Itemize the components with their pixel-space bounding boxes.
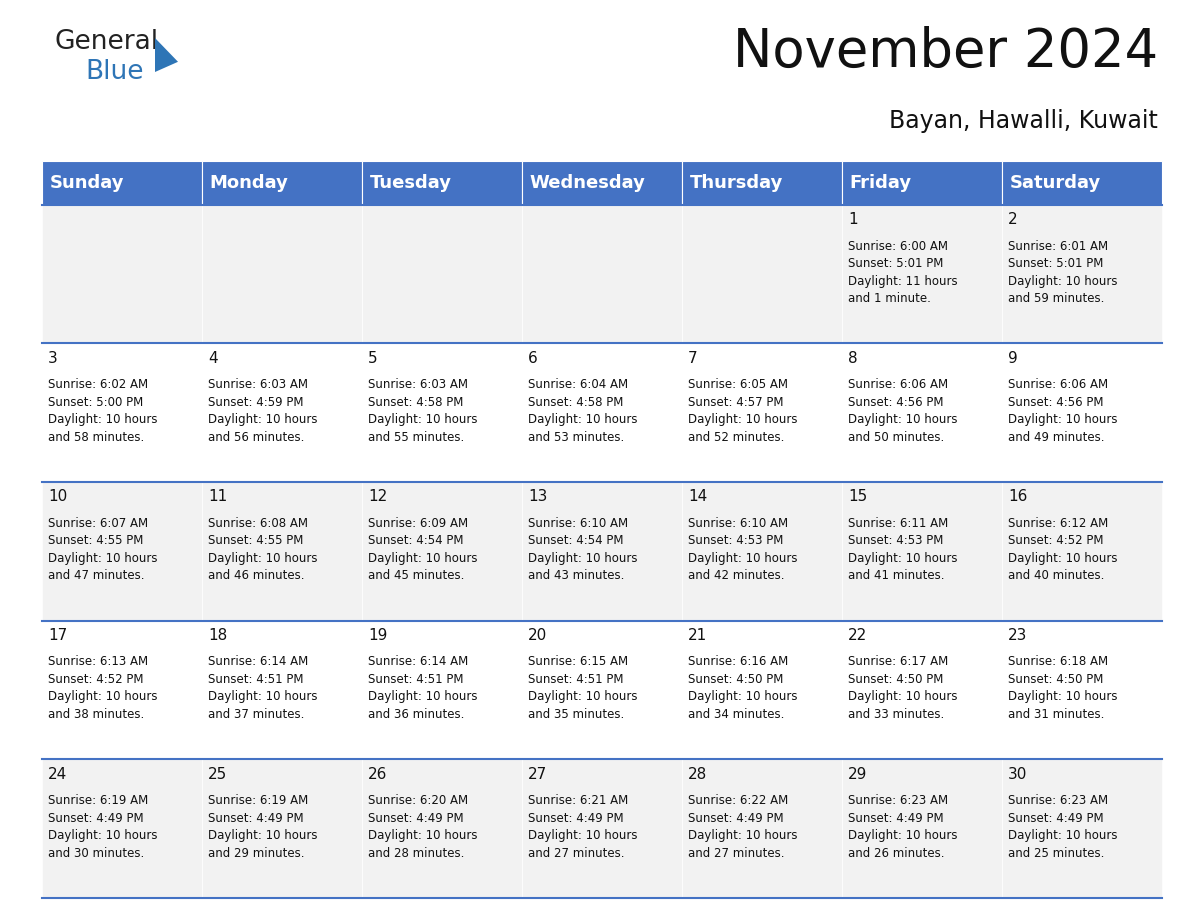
Text: 5: 5	[368, 351, 378, 365]
Text: Sunrise: 6:00 AM
Sunset: 5:01 PM
Daylight: 11 hours
and 1 minute.: Sunrise: 6:00 AM Sunset: 5:01 PM Dayligh…	[848, 240, 958, 305]
Text: Sunrise: 6:14 AM
Sunset: 4:51 PM
Daylight: 10 hours
and 37 minutes.: Sunrise: 6:14 AM Sunset: 4:51 PM Dayligh…	[208, 655, 317, 721]
Text: Sunrise: 6:09 AM
Sunset: 4:54 PM
Daylight: 10 hours
and 45 minutes.: Sunrise: 6:09 AM Sunset: 4:54 PM Dayligh…	[368, 517, 478, 582]
Text: Sunrise: 6:23 AM
Sunset: 4:49 PM
Daylight: 10 hours
and 26 minutes.: Sunrise: 6:23 AM Sunset: 4:49 PM Dayligh…	[848, 794, 958, 859]
Text: 27: 27	[529, 767, 548, 781]
Text: Tuesday: Tuesday	[369, 174, 451, 192]
Text: General: General	[55, 29, 159, 55]
Polygon shape	[154, 38, 178, 72]
Text: 25: 25	[208, 767, 227, 781]
Text: 23: 23	[1009, 628, 1028, 643]
Text: Bayan, Hawalli, Kuwait: Bayan, Hawalli, Kuwait	[890, 109, 1158, 133]
Text: Sunrise: 6:05 AM
Sunset: 4:57 PM
Daylight: 10 hours
and 52 minutes.: Sunrise: 6:05 AM Sunset: 4:57 PM Dayligh…	[688, 378, 797, 443]
Text: Sunrise: 6:13 AM
Sunset: 4:52 PM
Daylight: 10 hours
and 38 minutes.: Sunrise: 6:13 AM Sunset: 4:52 PM Dayligh…	[48, 655, 158, 721]
Text: Sunrise: 6:03 AM
Sunset: 4:59 PM
Daylight: 10 hours
and 56 minutes.: Sunrise: 6:03 AM Sunset: 4:59 PM Dayligh…	[208, 378, 317, 443]
Text: Sunrise: 6:19 AM
Sunset: 4:49 PM
Daylight: 10 hours
and 30 minutes.: Sunrise: 6:19 AM Sunset: 4:49 PM Dayligh…	[48, 794, 158, 859]
Text: November 2024: November 2024	[733, 26, 1158, 78]
Text: 8: 8	[848, 351, 858, 365]
Text: Thursday: Thursday	[690, 174, 783, 192]
Text: Friday: Friday	[849, 174, 912, 192]
Text: Sunrise: 6:14 AM
Sunset: 4:51 PM
Daylight: 10 hours
and 36 minutes.: Sunrise: 6:14 AM Sunset: 4:51 PM Dayligh…	[368, 655, 478, 721]
Text: Sunday: Sunday	[50, 174, 124, 192]
Text: Sunrise: 6:23 AM
Sunset: 4:49 PM
Daylight: 10 hours
and 25 minutes.: Sunrise: 6:23 AM Sunset: 4:49 PM Dayligh…	[1009, 794, 1118, 859]
Text: Sunrise: 6:03 AM
Sunset: 4:58 PM
Daylight: 10 hours
and 55 minutes.: Sunrise: 6:03 AM Sunset: 4:58 PM Dayligh…	[368, 378, 478, 443]
Text: Sunrise: 6:15 AM
Sunset: 4:51 PM
Daylight: 10 hours
and 35 minutes.: Sunrise: 6:15 AM Sunset: 4:51 PM Dayligh…	[529, 655, 638, 721]
Text: 9: 9	[1009, 351, 1018, 365]
Text: 7: 7	[688, 351, 697, 365]
Text: Sunrise: 6:02 AM
Sunset: 5:00 PM
Daylight: 10 hours
and 58 minutes.: Sunrise: 6:02 AM Sunset: 5:00 PM Dayligh…	[48, 378, 158, 443]
Text: Sunrise: 6:12 AM
Sunset: 4:52 PM
Daylight: 10 hours
and 40 minutes.: Sunrise: 6:12 AM Sunset: 4:52 PM Dayligh…	[1009, 517, 1118, 582]
Text: 11: 11	[208, 489, 227, 504]
Text: 19: 19	[368, 628, 387, 643]
Text: 30: 30	[1009, 767, 1028, 781]
Text: 15: 15	[848, 489, 867, 504]
Text: Sunrise: 6:20 AM
Sunset: 4:49 PM
Daylight: 10 hours
and 28 minutes.: Sunrise: 6:20 AM Sunset: 4:49 PM Dayligh…	[368, 794, 478, 859]
Text: Sunrise: 6:18 AM
Sunset: 4:50 PM
Daylight: 10 hours
and 31 minutes.: Sunrise: 6:18 AM Sunset: 4:50 PM Dayligh…	[1009, 655, 1118, 721]
Text: 6: 6	[529, 351, 538, 365]
Text: Sunrise: 6:22 AM
Sunset: 4:49 PM
Daylight: 10 hours
and 27 minutes.: Sunrise: 6:22 AM Sunset: 4:49 PM Dayligh…	[688, 794, 797, 859]
Text: Sunrise: 6:07 AM
Sunset: 4:55 PM
Daylight: 10 hours
and 47 minutes.: Sunrise: 6:07 AM Sunset: 4:55 PM Dayligh…	[48, 517, 158, 582]
Text: 18: 18	[208, 628, 227, 643]
Text: 14: 14	[688, 489, 707, 504]
Text: 16: 16	[1009, 489, 1028, 504]
Text: 28: 28	[688, 767, 707, 781]
Text: Sunrise: 6:10 AM
Sunset: 4:54 PM
Daylight: 10 hours
and 43 minutes.: Sunrise: 6:10 AM Sunset: 4:54 PM Dayligh…	[529, 517, 638, 582]
Text: 12: 12	[368, 489, 387, 504]
Text: Sunrise: 6:08 AM
Sunset: 4:55 PM
Daylight: 10 hours
and 46 minutes.: Sunrise: 6:08 AM Sunset: 4:55 PM Dayligh…	[208, 517, 317, 582]
Text: Sunrise: 6:04 AM
Sunset: 4:58 PM
Daylight: 10 hours
and 53 minutes.: Sunrise: 6:04 AM Sunset: 4:58 PM Dayligh…	[529, 378, 638, 443]
Text: Sunrise: 6:16 AM
Sunset: 4:50 PM
Daylight: 10 hours
and 34 minutes.: Sunrise: 6:16 AM Sunset: 4:50 PM Dayligh…	[688, 655, 797, 721]
Text: Sunrise: 6:06 AM
Sunset: 4:56 PM
Daylight: 10 hours
and 50 minutes.: Sunrise: 6:06 AM Sunset: 4:56 PM Dayligh…	[848, 378, 958, 443]
Text: 20: 20	[529, 628, 548, 643]
Text: 2: 2	[1009, 212, 1018, 227]
Text: Sunrise: 6:17 AM
Sunset: 4:50 PM
Daylight: 10 hours
and 33 minutes.: Sunrise: 6:17 AM Sunset: 4:50 PM Dayligh…	[848, 655, 958, 721]
Text: Sunrise: 6:06 AM
Sunset: 4:56 PM
Daylight: 10 hours
and 49 minutes.: Sunrise: 6:06 AM Sunset: 4:56 PM Dayligh…	[1009, 378, 1118, 443]
Text: Sunrise: 6:10 AM
Sunset: 4:53 PM
Daylight: 10 hours
and 42 minutes.: Sunrise: 6:10 AM Sunset: 4:53 PM Dayligh…	[688, 517, 797, 582]
Text: 3: 3	[48, 351, 58, 365]
Text: 13: 13	[529, 489, 548, 504]
Text: Sunrise: 6:01 AM
Sunset: 5:01 PM
Daylight: 10 hours
and 59 minutes.: Sunrise: 6:01 AM Sunset: 5:01 PM Dayligh…	[1009, 240, 1118, 305]
Text: 4: 4	[208, 351, 217, 365]
Text: Monday: Monday	[209, 174, 289, 192]
Text: 29: 29	[848, 767, 867, 781]
Text: 21: 21	[688, 628, 707, 643]
Text: Saturday: Saturday	[1010, 174, 1101, 192]
Text: 1: 1	[848, 212, 858, 227]
Text: Sunrise: 6:19 AM
Sunset: 4:49 PM
Daylight: 10 hours
and 29 minutes.: Sunrise: 6:19 AM Sunset: 4:49 PM Dayligh…	[208, 794, 317, 859]
Text: Wednesday: Wednesday	[530, 174, 645, 192]
Text: 24: 24	[48, 767, 68, 781]
Text: Sunrise: 6:11 AM
Sunset: 4:53 PM
Daylight: 10 hours
and 41 minutes.: Sunrise: 6:11 AM Sunset: 4:53 PM Dayligh…	[848, 517, 958, 582]
Text: 17: 17	[48, 628, 68, 643]
Text: 26: 26	[368, 767, 387, 781]
Text: 10: 10	[48, 489, 68, 504]
Text: Blue: Blue	[86, 59, 144, 85]
Text: 22: 22	[848, 628, 867, 643]
Text: Sunrise: 6:21 AM
Sunset: 4:49 PM
Daylight: 10 hours
and 27 minutes.: Sunrise: 6:21 AM Sunset: 4:49 PM Dayligh…	[529, 794, 638, 859]
